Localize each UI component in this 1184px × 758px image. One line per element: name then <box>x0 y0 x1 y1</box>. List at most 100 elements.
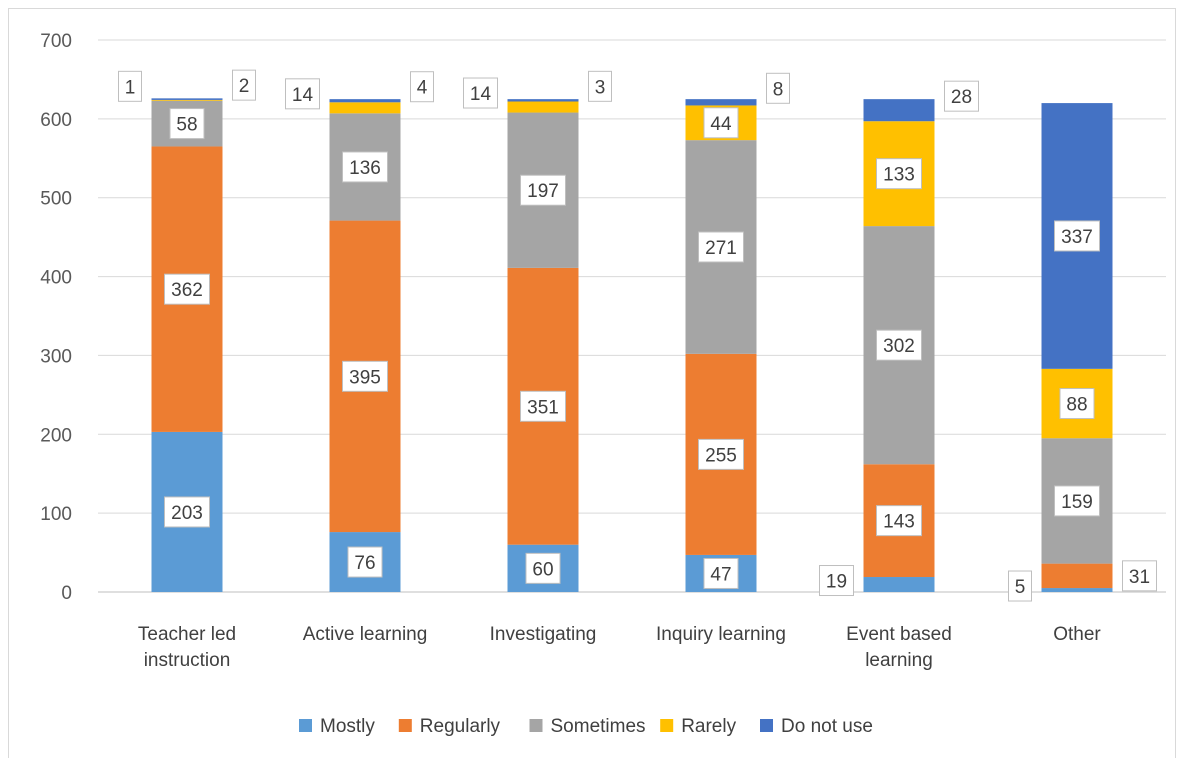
data-label-text: 351 <box>527 397 559 418</box>
data-label-text: 47 <box>710 564 731 585</box>
data-label-text: 5 <box>1015 577 1026 598</box>
data-label-text: 395 <box>349 367 381 388</box>
bar-segment <box>686 99 757 105</box>
data-label-text: 58 <box>176 115 197 136</box>
x-category-label: Other <box>1053 624 1101 645</box>
legend-item: Regularly <box>399 716 501 737</box>
data-label-text: 2 <box>239 76 250 97</box>
data-label-text: 197 <box>527 181 559 202</box>
y-tick-label: 200 <box>40 425 72 446</box>
data-label: 271 <box>699 232 744 262</box>
data-label-text: 31 <box>1129 567 1150 588</box>
data-label: 203 <box>165 497 210 527</box>
bar-segment <box>864 577 935 592</box>
data-label: 133 <box>877 159 922 189</box>
data-label: 58 <box>170 109 204 139</box>
x-axis-categories: Teacher led instruction Active learning Inv… <box>138 624 1102 671</box>
data-label: 302 <box>877 330 922 360</box>
data-label-text: 337 <box>1061 227 1093 248</box>
data-label: 337 <box>1055 221 1100 251</box>
data-label: 14 <box>286 79 320 109</box>
legend-label: Do not use <box>781 716 873 737</box>
data-label: 5 <box>1009 571 1032 601</box>
data-label-text: 271 <box>705 238 737 259</box>
legend-item: Sometimes <box>530 716 646 737</box>
data-label: 159 <box>1055 486 1100 516</box>
data-label: 143 <box>877 506 922 536</box>
data-label-text: 88 <box>1066 395 1087 416</box>
data-label: 88 <box>1060 389 1094 419</box>
y-tick-label: 0 <box>61 583 72 604</box>
x-category-label: Active learning <box>303 624 428 645</box>
bar-segment <box>508 102 579 113</box>
data-label: 60 <box>526 553 560 583</box>
data-label: 4 <box>411 72 434 102</box>
data-label: 255 <box>699 439 744 469</box>
legend-label: Sometimes <box>551 716 646 737</box>
data-label: 3 <box>589 71 612 101</box>
data-label-text: 136 <box>349 158 381 179</box>
bar-segment <box>1042 564 1113 588</box>
y-tick-label: 300 <box>40 346 72 367</box>
data-label: 14 <box>464 78 498 108</box>
data-label-text: 133 <box>883 165 915 186</box>
data-label: 8 <box>767 73 790 103</box>
data-label-text: 14 <box>292 85 314 106</box>
data-label-text: 19 <box>826 572 847 593</box>
data-label-text: 255 <box>705 445 737 466</box>
bar-segment <box>152 98 223 100</box>
data-label-text: 1 <box>125 77 136 98</box>
legend-label: Mostly <box>320 716 375 737</box>
legend-item: Rarely <box>660 716 736 737</box>
data-label-text: 159 <box>1061 492 1093 513</box>
legend-swatch <box>530 719 543 732</box>
data-label: 2 <box>233 70 256 100</box>
data-label: 31 <box>1123 561 1157 591</box>
data-label: 44 <box>704 108 738 138</box>
data-label: 1 <box>119 71 142 101</box>
data-label-text: 60 <box>532 559 553 580</box>
data-label: 136 <box>343 152 388 182</box>
y-tick-label: 400 <box>40 268 72 289</box>
data-label-text: 3 <box>595 77 606 98</box>
data-label: 76 <box>348 547 382 577</box>
x-category-label: Investigating <box>490 624 597 645</box>
bars <box>152 98 1113 592</box>
legend-item: Do not use <box>760 716 873 737</box>
gridlines <box>98 40 1166 592</box>
data-label: 362 <box>165 274 210 304</box>
data-label: 395 <box>343 361 388 391</box>
legend-swatch <box>399 719 412 732</box>
data-label-text: 28 <box>951 87 972 108</box>
y-tick-label: 600 <box>40 110 72 131</box>
data-label-text: 44 <box>710 114 732 135</box>
bar-segment <box>1042 588 1113 592</box>
data-label-text: 8 <box>773 79 784 100</box>
data-label-text: 302 <box>883 336 915 357</box>
x-category-label: Inquiry learning <box>656 624 786 645</box>
bar-segment <box>330 99 401 102</box>
data-label: 19 <box>820 566 854 596</box>
legend-swatch <box>660 719 673 732</box>
legend-swatch <box>760 719 773 732</box>
x-category-label: Teacher led instruction <box>138 624 236 671</box>
data-label: 351 <box>521 391 566 421</box>
bar-segment <box>508 99 579 101</box>
data-label-text: 76 <box>354 553 375 574</box>
data-label-text: 143 <box>883 512 915 533</box>
y-tick-label: 700 <box>40 31 72 52</box>
y-tick-label: 100 <box>40 504 72 525</box>
bar-segment <box>330 102 401 113</box>
legend: Mostly Regularly Sometimes Rarely Do not use <box>299 716 873 737</box>
bar-segment <box>152 100 223 101</box>
legend-label: Regularly <box>420 716 501 737</box>
legend-label: Rarely <box>681 716 736 737</box>
data-label: 28 <box>945 81 979 111</box>
data-label-text: 14 <box>470 84 492 105</box>
legend-item: Mostly <box>299 716 375 737</box>
y-axis-ticks: 0 100 200 300 400 500 600 700 <box>40 31 72 604</box>
bar-segment <box>864 99 935 121</box>
x-category-label: Event based learning <box>846 624 952 671</box>
data-label-text: 203 <box>171 503 203 524</box>
